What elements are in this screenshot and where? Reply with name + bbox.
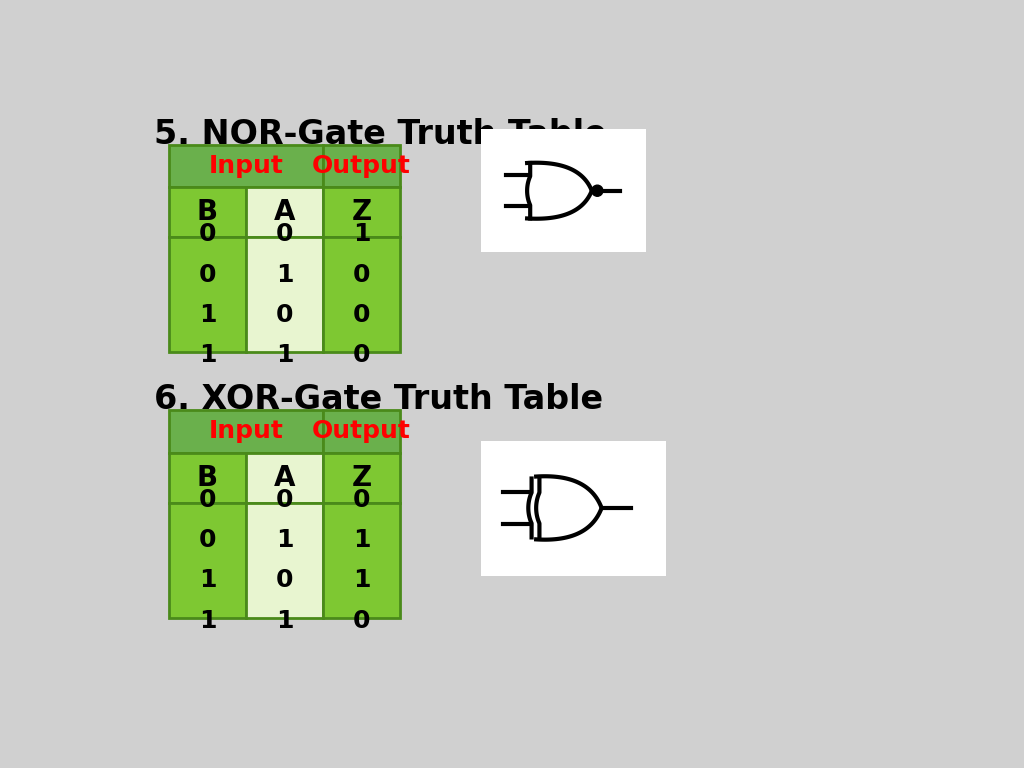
Text: 0
1
0
1: 0 1 0 1: [275, 223, 293, 367]
Text: B: B: [197, 198, 218, 226]
Text: 6. XOR-Gate Truth Table: 6. XOR-Gate Truth Table: [154, 383, 603, 416]
Bar: [481, 441, 666, 576]
Bar: [169, 144, 323, 187]
Bar: [169, 452, 246, 502]
Bar: [246, 452, 323, 502]
Text: Output: Output: [312, 419, 411, 443]
Circle shape: [592, 185, 603, 197]
Text: 1
0
0
0: 1 0 0 0: [353, 223, 371, 367]
Text: 0
0
1
1: 0 0 1 1: [199, 223, 216, 367]
Text: Z: Z: [351, 198, 372, 226]
Text: 0
1
0
1: 0 1 0 1: [275, 488, 293, 633]
Bar: [323, 502, 400, 618]
Bar: [323, 187, 400, 237]
Bar: [169, 410, 323, 452]
Text: A: A: [273, 198, 295, 226]
Bar: [246, 502, 323, 618]
Text: Input: Input: [209, 154, 284, 177]
Bar: [323, 237, 400, 353]
Bar: [323, 452, 400, 502]
Text: Output: Output: [312, 154, 411, 177]
Text: A: A: [273, 464, 295, 492]
Text: Input: Input: [209, 419, 284, 443]
Text: B: B: [197, 464, 218, 492]
Text: 0
1
1
0: 0 1 1 0: [353, 488, 371, 633]
Bar: [323, 410, 400, 452]
Bar: [246, 187, 323, 237]
Text: 5. NOR-Gate Truth Table: 5. NOR-Gate Truth Table: [154, 118, 606, 151]
Bar: [246, 237, 323, 353]
Bar: [323, 144, 400, 187]
Bar: [169, 237, 246, 353]
Bar: [169, 502, 246, 618]
Bar: [481, 129, 646, 253]
Text: 0
0
1
1: 0 0 1 1: [199, 488, 216, 633]
Text: Z: Z: [351, 464, 372, 492]
Bar: [169, 187, 246, 237]
